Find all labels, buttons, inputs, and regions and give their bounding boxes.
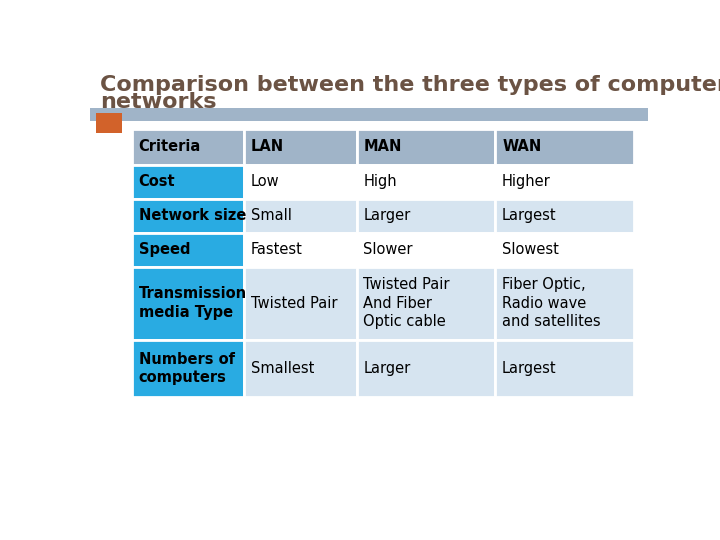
FancyBboxPatch shape	[96, 113, 122, 133]
FancyBboxPatch shape	[244, 199, 357, 233]
FancyBboxPatch shape	[132, 129, 244, 165]
Text: Larger: Larger	[364, 361, 410, 376]
FancyBboxPatch shape	[244, 129, 357, 165]
Text: Transmission
media Type: Transmission media Type	[138, 286, 247, 320]
Text: Slowest: Slowest	[502, 242, 559, 258]
FancyBboxPatch shape	[357, 340, 495, 397]
FancyBboxPatch shape	[357, 267, 495, 340]
Text: LAN: LAN	[251, 139, 284, 154]
FancyBboxPatch shape	[244, 267, 357, 340]
FancyBboxPatch shape	[495, 165, 634, 199]
FancyBboxPatch shape	[357, 165, 495, 199]
FancyBboxPatch shape	[357, 129, 495, 165]
FancyBboxPatch shape	[132, 233, 244, 267]
Text: networks: networks	[100, 92, 217, 112]
Text: Comparison between the three types of computer: Comparison between the three types of co…	[100, 75, 720, 95]
Text: Larger: Larger	[364, 208, 410, 223]
Text: Smallest: Smallest	[251, 361, 315, 376]
FancyBboxPatch shape	[132, 199, 244, 233]
FancyBboxPatch shape	[132, 340, 244, 397]
FancyBboxPatch shape	[357, 199, 495, 233]
FancyBboxPatch shape	[495, 340, 634, 397]
Text: Network size: Network size	[138, 208, 246, 223]
Text: Largest: Largest	[502, 361, 557, 376]
FancyBboxPatch shape	[244, 340, 357, 397]
FancyBboxPatch shape	[495, 267, 634, 340]
FancyBboxPatch shape	[244, 165, 357, 199]
FancyBboxPatch shape	[495, 129, 634, 165]
FancyBboxPatch shape	[495, 233, 634, 267]
Text: MAN: MAN	[364, 139, 402, 154]
Text: WAN: WAN	[502, 139, 541, 154]
Text: Largest: Largest	[502, 208, 557, 223]
Text: Low: Low	[251, 174, 279, 189]
FancyBboxPatch shape	[244, 233, 357, 267]
FancyBboxPatch shape	[90, 109, 648, 121]
Text: Higher: Higher	[502, 174, 551, 189]
Text: Twisted Pair
And Fiber
Optic cable: Twisted Pair And Fiber Optic cable	[364, 277, 450, 329]
Text: Small: Small	[251, 208, 292, 223]
FancyBboxPatch shape	[132, 165, 244, 199]
Text: Fastest: Fastest	[251, 242, 303, 258]
Text: Criteria: Criteria	[138, 139, 201, 154]
Text: Numbers of
computers: Numbers of computers	[138, 352, 235, 385]
FancyBboxPatch shape	[495, 199, 634, 233]
Text: Fiber Optic,
Radio wave
and satellites: Fiber Optic, Radio wave and satellites	[502, 277, 600, 329]
Text: High: High	[364, 174, 397, 189]
FancyBboxPatch shape	[357, 233, 495, 267]
Text: Speed: Speed	[138, 242, 190, 258]
Text: Twisted Pair: Twisted Pair	[251, 296, 338, 310]
FancyBboxPatch shape	[132, 267, 244, 340]
Text: Cost: Cost	[138, 174, 175, 189]
Text: Slower: Slower	[364, 242, 413, 258]
